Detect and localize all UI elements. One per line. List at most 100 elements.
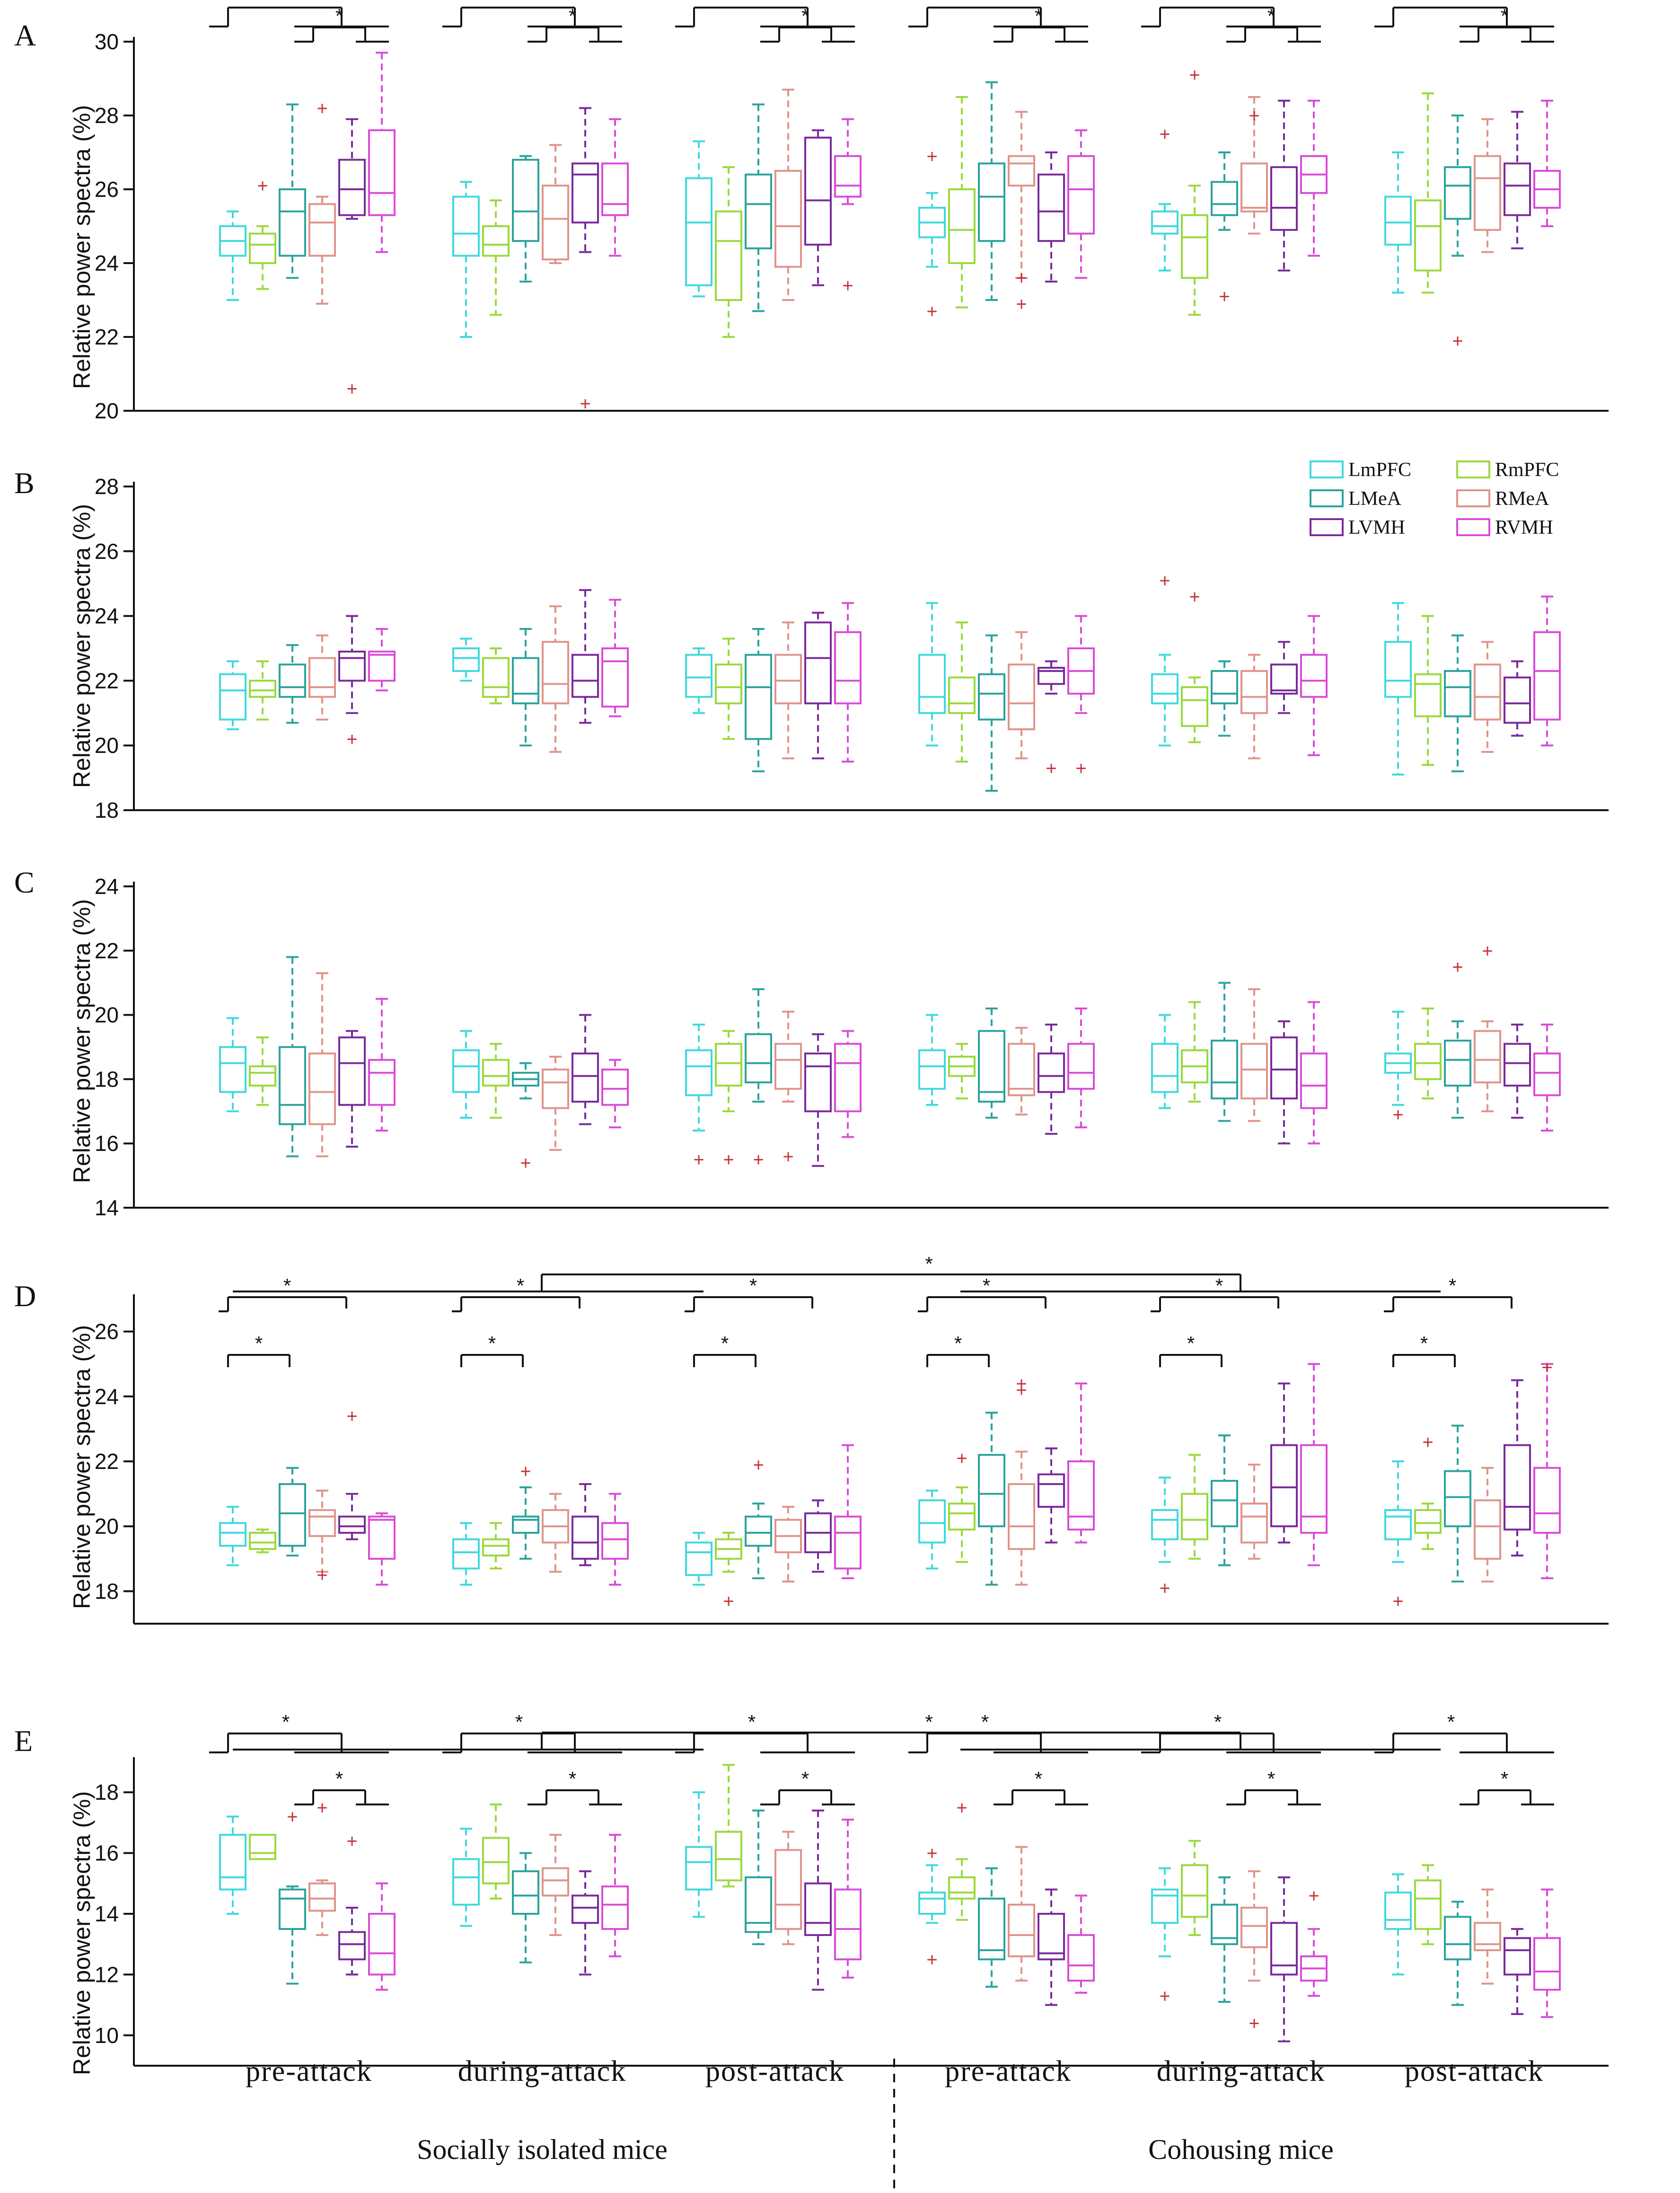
box-body bbox=[804, 1882, 832, 1936]
box-body bbox=[715, 1043, 742, 1087]
legend-swatch-lmea bbox=[1310, 489, 1344, 507]
box-body bbox=[572, 654, 599, 698]
outlier-marker: + bbox=[1046, 758, 1056, 779]
box-body bbox=[368, 129, 396, 216]
box-body bbox=[601, 162, 629, 216]
box-body bbox=[1270, 1444, 1298, 1528]
box-rmea bbox=[1240, 988, 1268, 1122]
box-lmea bbox=[279, 1467, 306, 1556]
y-tick-label: 18 bbox=[95, 1067, 119, 1091]
box-body bbox=[834, 1888, 862, 1961]
box-body bbox=[572, 1052, 599, 1103]
box-body bbox=[685, 1049, 712, 1096]
outlier-marker: + bbox=[1159, 570, 1170, 591]
box-lmea bbox=[279, 956, 306, 1158]
outlier-marker: + bbox=[1159, 1578, 1170, 1599]
box-rvmh: + bbox=[1067, 615, 1095, 779]
outlier-marker: + bbox=[842, 275, 853, 296]
box-lvmh bbox=[804, 1809, 832, 1991]
box-body bbox=[1533, 1052, 1561, 1096]
box-rmea bbox=[308, 634, 336, 721]
box-lmea bbox=[978, 81, 1005, 301]
box-body bbox=[1414, 1879, 1442, 1930]
box-rmea bbox=[308, 972, 336, 1158]
box-lmpfc bbox=[452, 1828, 480, 1927]
significance-bracket: * bbox=[233, 1253, 1441, 1292]
box-rmea bbox=[1008, 1026, 1035, 1116]
box-body bbox=[1240, 1907, 1268, 1948]
box-body bbox=[512, 1870, 539, 1915]
significance-bracket: ** bbox=[442, 0, 622, 43]
box-body bbox=[219, 1522, 246, 1547]
box-body bbox=[601, 647, 629, 708]
outlier-marker: + bbox=[723, 1150, 734, 1170]
box-rmpfc bbox=[482, 647, 510, 705]
y-tick-label: 20 bbox=[95, 398, 119, 423]
significance-star: * bbox=[515, 0, 523, 7]
significance-star: * bbox=[1267, 1768, 1275, 1790]
box-lmpfc: + bbox=[1384, 1460, 1412, 1612]
significance-bracket: ** bbox=[1374, 0, 1554, 43]
box-body bbox=[1067, 155, 1095, 235]
box-body bbox=[1270, 1036, 1298, 1100]
significance-bracket: ** bbox=[908, 0, 1088, 43]
outlier-marker: + bbox=[1189, 65, 1200, 86]
outlier-marker: + bbox=[1392, 1591, 1403, 1612]
significance-star: * bbox=[517, 1274, 524, 1297]
box-body bbox=[948, 1503, 976, 1531]
box-lmea bbox=[745, 103, 772, 312]
legend-label-rvmh: RVMH bbox=[1495, 517, 1553, 539]
box-body bbox=[1414, 199, 1442, 272]
significance-star: * bbox=[282, 1711, 290, 1733]
significance-star: * bbox=[954, 1332, 962, 1354]
box-lvmh bbox=[804, 611, 832, 760]
box-lvmh bbox=[572, 1870, 599, 1976]
significance-bracket: ** bbox=[675, 0, 855, 43]
box-body bbox=[1240, 162, 1268, 212]
box-body bbox=[685, 177, 712, 286]
box-lmpfc bbox=[918, 602, 946, 747]
box-rmea bbox=[542, 144, 569, 264]
box-lmpfc bbox=[219, 1815, 246, 1915]
box-body bbox=[482, 1837, 510, 1884]
box-body bbox=[338, 159, 366, 216]
significance-bracket: * bbox=[233, 1711, 1441, 1751]
y-tick-label: 26 bbox=[95, 177, 119, 202]
box-body bbox=[1270, 166, 1298, 231]
box-body bbox=[834, 1515, 862, 1570]
box-rmea: ++ bbox=[1008, 1373, 1035, 1586]
box-lmpfc bbox=[219, 1506, 246, 1566]
box-body bbox=[368, 650, 396, 682]
significance-star: * bbox=[981, 0, 989, 7]
y-tick-label: 24 bbox=[95, 1384, 119, 1409]
box-body bbox=[918, 1499, 946, 1544]
box-body bbox=[1533, 1937, 1561, 1991]
significance-star: * bbox=[335, 5, 343, 27]
box-lvmh bbox=[1270, 641, 1298, 714]
box-body bbox=[745, 1033, 772, 1084]
panel-letter-d: D bbox=[14, 1279, 36, 1313]
outlier-marker: + bbox=[257, 176, 268, 196]
y-tick-label: 20 bbox=[95, 1514, 119, 1539]
box-lmea: + bbox=[1444, 115, 1471, 352]
box-body bbox=[1474, 1499, 1501, 1560]
legend: LmPFC RmPFC LMeA RMeA LVMH RVMH bbox=[1310, 459, 1559, 539]
box-rmpfc bbox=[1414, 615, 1442, 766]
box-body bbox=[482, 1538, 510, 1556]
box-body bbox=[249, 232, 276, 265]
box-lmea bbox=[1444, 634, 1471, 772]
box-rmpfc: + bbox=[948, 1797, 976, 1921]
outlier-marker: + bbox=[926, 146, 937, 167]
outlier-marker: + bbox=[693, 1150, 704, 1170]
legend-label-lmea: LMeA bbox=[1348, 488, 1402, 510]
y-axis-label-e: Relative power spectra (%) bbox=[69, 1791, 95, 2075]
box-rmpfc bbox=[249, 1036, 276, 1106]
box-body bbox=[834, 155, 862, 198]
box-body bbox=[1474, 1922, 1501, 1952]
significance-star: * bbox=[1214, 0, 1222, 7]
box-lvmh: + bbox=[1038, 660, 1065, 779]
box-body bbox=[308, 1509, 336, 1537]
panel-letter-c: C bbox=[14, 866, 35, 899]
outlier-marker: + bbox=[956, 1448, 967, 1469]
box-body bbox=[1270, 1922, 1298, 1976]
